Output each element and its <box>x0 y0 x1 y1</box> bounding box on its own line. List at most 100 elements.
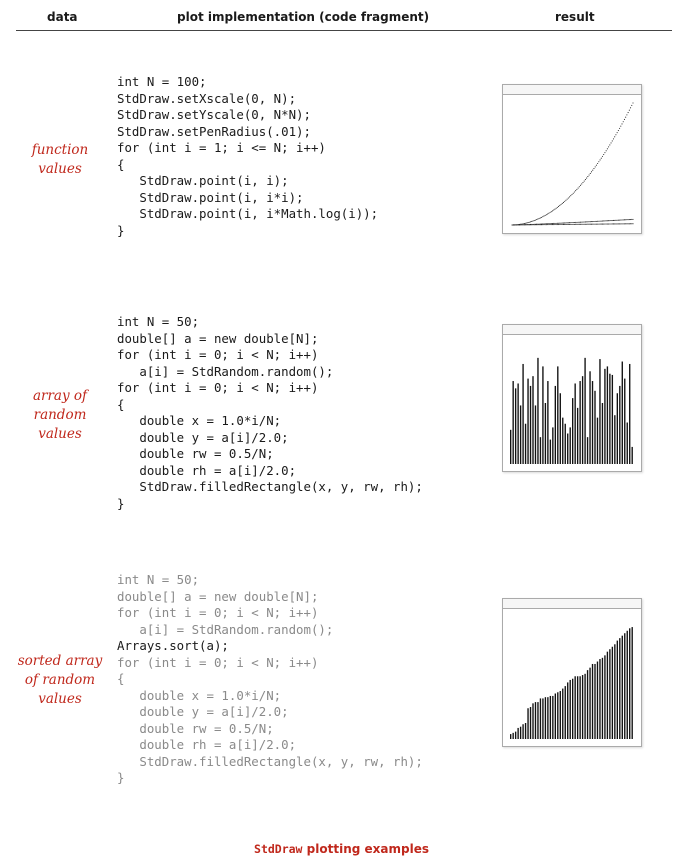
bar <box>591 663 594 739</box>
data-point <box>593 223 595 225</box>
data-point <box>559 222 561 224</box>
data-point <box>576 221 578 223</box>
data-point <box>577 221 579 223</box>
bar <box>624 633 626 739</box>
data-point <box>540 216 543 218</box>
data-point <box>616 219 618 221</box>
code-line: double y = a[i]/2.0; <box>117 704 289 719</box>
data-point <box>571 222 573 224</box>
data-point <box>605 150 607 152</box>
bar <box>537 702 539 739</box>
data-point <box>549 224 551 226</box>
data-point <box>542 216 544 218</box>
bar <box>614 644 616 739</box>
bar <box>631 446 633 464</box>
code-line: StdDraw.point(i, i*i); <box>117 189 304 205</box>
data-point <box>582 221 584 223</box>
bar <box>554 385 557 464</box>
data-point <box>545 214 547 216</box>
bar <box>594 663 596 739</box>
bar <box>534 405 537 464</box>
data-point <box>572 223 574 225</box>
data-point <box>532 223 534 225</box>
data-point <box>553 224 555 226</box>
data-point <box>573 223 575 225</box>
data-point <box>584 221 586 223</box>
bar <box>621 635 623 739</box>
data-point <box>588 221 590 223</box>
bar <box>611 646 614 739</box>
bar <box>626 422 628 464</box>
data-point <box>534 223 536 225</box>
bar <box>522 724 524 739</box>
data-point <box>630 107 632 109</box>
bar <box>549 695 552 739</box>
data-point <box>586 223 588 225</box>
bar <box>626 630 628 739</box>
data-point <box>518 224 521 226</box>
data-point <box>558 205 560 207</box>
bar <box>512 381 514 464</box>
data-point <box>544 214 546 216</box>
data-point <box>531 223 533 225</box>
data-point <box>583 221 585 223</box>
code-line: a[i] = StdRandom.random(); <box>117 621 334 637</box>
bar <box>579 381 581 464</box>
data-point <box>623 118 626 121</box>
data-point <box>593 220 595 223</box>
data-label-sorted-array-of-random-values: sorted array of random values <box>5 652 115 709</box>
bar <box>581 376 584 464</box>
data-point <box>615 134 617 136</box>
bar <box>527 708 529 739</box>
data-point <box>627 219 629 221</box>
data-point <box>564 200 566 202</box>
code-line: a[i] = StdRandom.random(); <box>117 363 334 379</box>
data-point <box>559 223 561 226</box>
data-point <box>522 224 524 226</box>
data-point <box>564 222 566 224</box>
data-point <box>562 222 565 224</box>
data-point <box>595 220 597 222</box>
window-titlebar <box>503 85 641 95</box>
data-point <box>582 223 584 225</box>
code-line: { <box>117 156 125 172</box>
bar <box>606 366 609 464</box>
data-point <box>610 142 612 144</box>
data-point <box>617 219 619 221</box>
data-point <box>529 221 532 223</box>
data-point <box>592 223 594 225</box>
data-point <box>599 220 601 222</box>
header-result: result <box>555 10 595 24</box>
code-line: StdDraw.point(i, i*Math.log(i)); <box>117 206 379 221</box>
data-point <box>567 197 569 199</box>
code-line: for (int i = 0; i < N; i++) <box>117 654 319 670</box>
data-point <box>555 222 557 224</box>
data-point <box>604 152 606 154</box>
data-point <box>577 187 579 189</box>
data-point <box>614 136 616 138</box>
data-point <box>595 223 597 225</box>
data-point <box>594 223 596 225</box>
bar <box>572 398 574 464</box>
data-point <box>576 188 578 190</box>
bar <box>604 368 606 464</box>
data-label-function-values: function values <box>5 141 115 179</box>
sorted-values-bar-plot <box>510 627 633 739</box>
data-point <box>536 223 538 225</box>
data-point <box>600 220 602 222</box>
data-point <box>545 223 547 225</box>
code-line: double y = a[i]/2.0; <box>117 429 289 445</box>
bar <box>517 383 519 464</box>
data-point <box>627 223 629 225</box>
data-point <box>617 129 619 132</box>
bar <box>552 695 554 739</box>
data-point <box>628 223 630 225</box>
code-line: double rw = 0.5/N; <box>117 720 274 736</box>
data-point <box>622 219 624 221</box>
bar <box>567 433 569 464</box>
data-point <box>625 223 627 225</box>
data-point <box>593 168 595 170</box>
code-line: double[] a = new double[N]; <box>117 588 319 604</box>
data-point <box>611 223 613 225</box>
bar <box>514 388 517 464</box>
